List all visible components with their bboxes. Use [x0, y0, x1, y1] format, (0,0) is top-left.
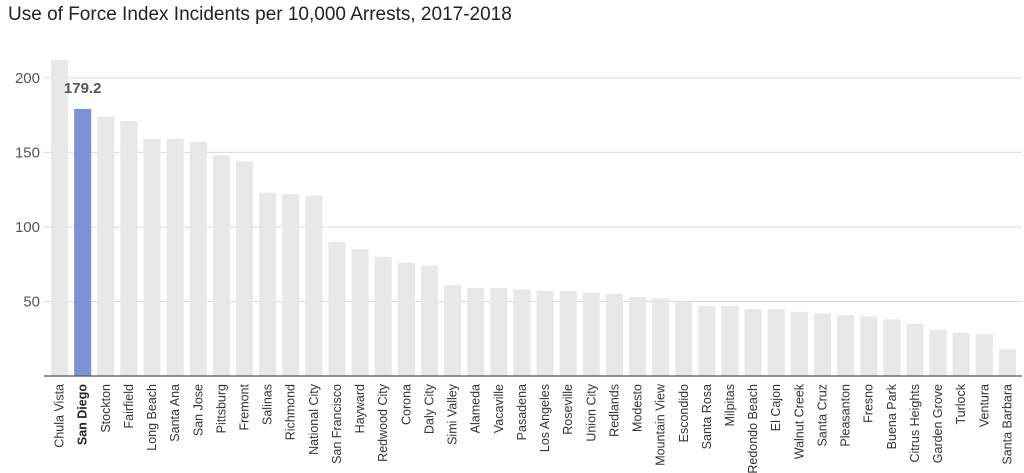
bar [490, 288, 508, 376]
x-tick-label: Fairfield [122, 384, 136, 429]
bar [374, 256, 392, 376]
bar [166, 139, 184, 376]
bar [721, 305, 739, 376]
x-tick-label: Fresno [862, 384, 876, 423]
x-tick-label: Walnut Creek [792, 383, 806, 459]
x-tick-label: El Cajon [769, 384, 783, 431]
bar [605, 294, 623, 376]
x-tick-label: Simi Valley [446, 383, 460, 445]
x-tick-label: Chula Vista [53, 384, 67, 448]
bar [97, 116, 115, 376]
bar [74, 108, 92, 376]
x-tick-label: Ventura [977, 384, 991, 427]
bar [212, 155, 230, 376]
x-tick-label: Santa Barbara [1000, 384, 1014, 465]
bar [906, 323, 924, 376]
x-tick-label: San Diego [76, 384, 90, 445]
bar [998, 349, 1016, 376]
bar [259, 192, 277, 376]
bar [467, 288, 485, 376]
bar [582, 292, 600, 376]
x-tick-label: Redondo Beach [746, 384, 760, 473]
labels: 50 100 150 200 Chula Vista San Diego Stockton F… [15, 70, 1014, 473]
bar [837, 314, 855, 376]
x-tick-label: Roseville [561, 384, 575, 435]
x-tick-label: Union City [584, 383, 598, 441]
x-tick-label: Salinas [261, 384, 275, 425]
x-tick-label: Modesto [631, 384, 645, 432]
y-tick-label: 100 [15, 219, 40, 236]
bar [143, 139, 161, 376]
x-tick-label: Pittsburg [214, 384, 228, 433]
x-tick-label: Vacaville [492, 384, 506, 433]
x-tick-label: Milpitas [723, 384, 737, 426]
bar [397, 262, 415, 376]
bar [883, 319, 901, 376]
bar [929, 329, 947, 376]
x-tick-label: Citrus Heights [908, 384, 922, 463]
x-tick-label: Mountain View [654, 383, 668, 466]
y-tick-label: 200 [15, 70, 40, 87]
x-tick-label: Garden Grove [931, 384, 945, 463]
x-tick-label: Santa Ana [168, 384, 182, 442]
x-tick-label: Richmond [284, 384, 298, 440]
chart-title: Use of Force Index Incidents per 10,000 … [8, 4, 512, 25]
x-tick-label: Alameda [469, 384, 483, 433]
bar [305, 195, 323, 376]
x-tick-label: Pasadena [515, 384, 529, 440]
x-tick-label: Escondido [677, 384, 691, 442]
bar [675, 301, 693, 376]
bars [51, 60, 1016, 376]
bar [628, 297, 647, 376]
x-tick-label: Daly City [422, 383, 436, 434]
bar [813, 313, 832, 376]
bar [282, 194, 300, 376]
x-tick-label: Buena Park [885, 383, 899, 449]
bar [328, 241, 346, 376]
x-tick-label: Fremont [238, 383, 252, 430]
x-tick-label: Los Angeles [538, 384, 552, 452]
x-tick-label: San Francisco [330, 384, 344, 464]
bar [420, 265, 439, 376]
bar [652, 298, 670, 376]
x-tick-label: National City [307, 383, 321, 455]
x-tick-label: Stockton [99, 384, 113, 433]
y-tick-label: 150 [15, 144, 40, 161]
x-tick-label: Hayward [353, 384, 367, 433]
bar [351, 249, 369, 376]
x-tick-label: Santa Rosa [700, 384, 714, 449]
bar [513, 289, 531, 376]
bar [952, 332, 970, 376]
x-tick-label: Santa Cruz [815, 384, 829, 447]
bar [698, 305, 716, 376]
bar [120, 121, 138, 376]
grid-lines [44, 77, 1022, 302]
bar [536, 291, 554, 376]
bar [51, 60, 69, 376]
x-tick-label: Pleasanton [839, 384, 853, 447]
bar [189, 141, 207, 376]
data-label: 179.2 [64, 80, 102, 97]
x-tick-label: Long Beach [145, 384, 159, 451]
x-tick-label: Corona [399, 384, 413, 425]
bar [744, 308, 762, 376]
x-tick-label: San Jose [191, 384, 205, 436]
bar [444, 285, 462, 376]
bar [767, 308, 785, 376]
bar [975, 334, 993, 376]
x-tick-label: Redwood City [376, 383, 390, 462]
bar [559, 291, 577, 376]
x-tick-label: Redlands [607, 384, 621, 437]
y-tick-label: 50 [23, 293, 40, 310]
bar [235, 161, 254, 376]
x-tick-label: Turlock [954, 383, 968, 424]
bar [790, 311, 808, 376]
bar [860, 316, 878, 376]
